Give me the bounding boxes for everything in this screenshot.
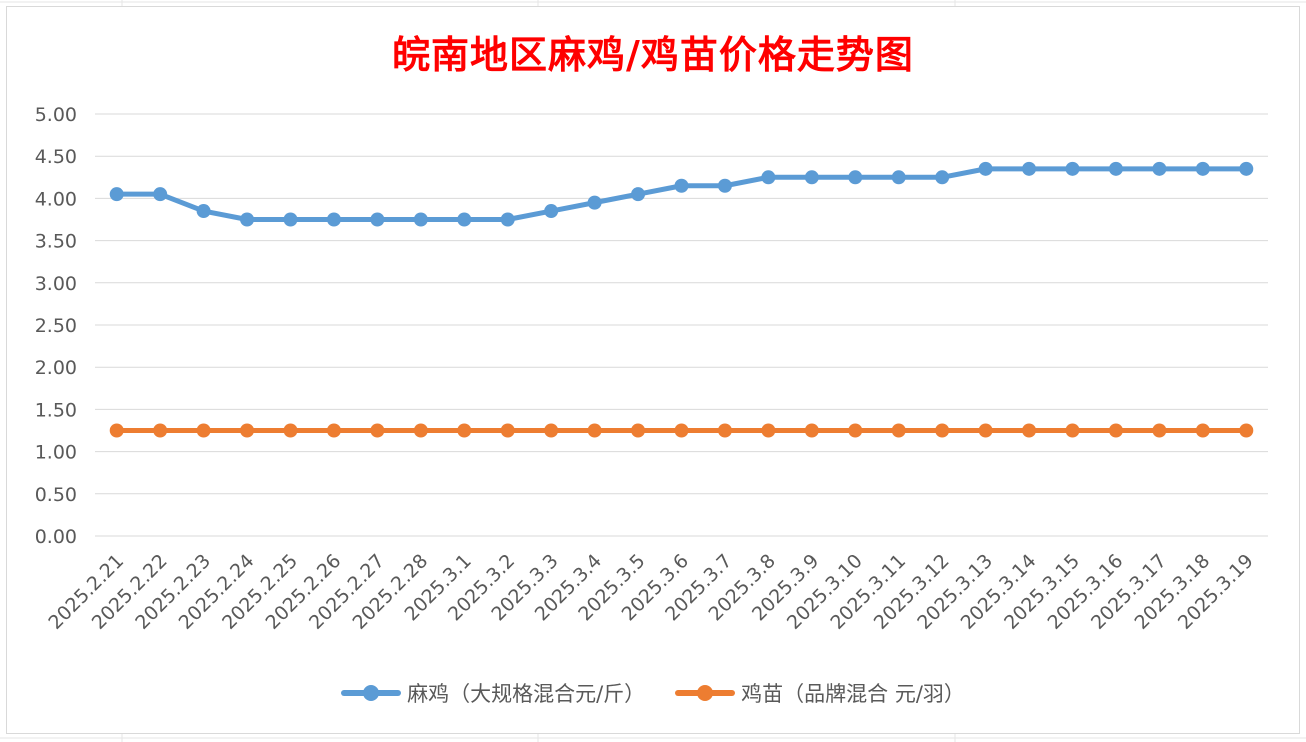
data-point xyxy=(1022,423,1037,438)
data-point xyxy=(1065,161,1080,176)
data-point xyxy=(891,423,906,438)
data-point xyxy=(891,170,906,185)
data-point xyxy=(587,423,602,438)
y-tick-label: 1.00 xyxy=(35,442,77,464)
legend-item-series-1[interactable]: 麻鸡（大规格混合元/斤） xyxy=(341,678,645,708)
data-point xyxy=(761,423,776,438)
data-point xyxy=(1195,161,1210,176)
legend-label: 麻鸡（大规格混合元/斤） xyxy=(407,682,646,706)
data-point xyxy=(587,195,602,210)
data-point xyxy=(717,178,732,193)
y-tick-label: 0.50 xyxy=(35,484,77,506)
data-point xyxy=(848,423,863,438)
series-line xyxy=(114,166,1249,222)
data-point xyxy=(978,423,993,438)
series-1 xyxy=(109,161,1254,227)
data-point xyxy=(1022,161,1037,176)
y-tick-label: 2.00 xyxy=(35,357,77,379)
legend-swatch xyxy=(341,685,402,701)
data-point xyxy=(1152,161,1167,176)
y-axis-ticks: 0.00 0.50 1.00 1.50 2.00 2.50 3.00 3.50 4.00 4.50… xyxy=(35,104,77,548)
chart-title: 皖南地区麻鸡/鸡苗价格走势图 xyxy=(392,32,914,77)
y-tick-label: 4.50 xyxy=(35,146,77,168)
data-point xyxy=(674,423,689,438)
grid-lines xyxy=(95,113,1268,537)
data-point xyxy=(978,161,993,176)
data-point xyxy=(631,187,646,202)
data-point xyxy=(1239,423,1254,438)
data-point xyxy=(804,170,819,185)
y-tick-label: 0.00 xyxy=(35,526,77,548)
data-point xyxy=(631,423,646,438)
data-point xyxy=(1108,423,1123,438)
data-point xyxy=(500,423,515,438)
legend: 麻鸡（大规格混合元/斤） 鸡苗（品牌混合 元/羽） xyxy=(0,678,1306,708)
data-point xyxy=(1152,423,1167,438)
data-point xyxy=(283,212,298,227)
legend-swatch xyxy=(675,685,736,701)
data-point xyxy=(153,187,168,202)
data-point xyxy=(935,423,950,438)
data-point xyxy=(500,212,515,227)
data-point xyxy=(717,423,732,438)
legend-item-series-2[interactable]: 鸡苗（品牌混合 元/羽） xyxy=(675,678,965,708)
data-point xyxy=(1065,423,1080,438)
y-tick-label: 5.00 xyxy=(35,104,77,126)
chart-area[interactable] xyxy=(6,6,1300,734)
data-point xyxy=(1108,161,1123,176)
data-point xyxy=(1239,161,1254,176)
y-tick-label: 3.00 xyxy=(35,273,77,295)
data-point xyxy=(326,423,341,438)
series-2 xyxy=(109,423,1254,438)
data-point xyxy=(370,212,385,227)
data-point xyxy=(153,423,168,438)
data-point xyxy=(196,204,211,219)
data-point xyxy=(109,423,124,438)
y-tick-label: 2.50 xyxy=(35,315,77,337)
data-point xyxy=(413,423,428,438)
data-point xyxy=(196,423,211,438)
data-point xyxy=(804,423,819,438)
data-point xyxy=(848,170,863,185)
data-point xyxy=(457,423,472,438)
data-point xyxy=(935,170,950,185)
data-point xyxy=(544,423,559,438)
data-point xyxy=(674,178,689,193)
data-point xyxy=(109,187,124,202)
data-point xyxy=(370,423,385,438)
data-point xyxy=(326,212,341,227)
data-point xyxy=(761,170,776,185)
series-layer xyxy=(109,161,1254,438)
data-point xyxy=(1195,423,1210,438)
data-point xyxy=(240,212,255,227)
y-tick-label: 4.00 xyxy=(35,188,77,210)
data-point xyxy=(413,212,428,227)
data-point xyxy=(457,212,472,227)
x-axis-ticks: 2025.2.212025.2.222025.2.232025.2.242025… xyxy=(44,550,1257,634)
data-point xyxy=(283,423,298,438)
data-point xyxy=(240,423,255,438)
y-tick-label: 3.50 xyxy=(35,231,77,253)
data-point xyxy=(544,204,559,219)
legend-label: 鸡苗（品牌混合 元/羽） xyxy=(741,682,965,706)
y-tick-label: 1.50 xyxy=(35,399,77,421)
